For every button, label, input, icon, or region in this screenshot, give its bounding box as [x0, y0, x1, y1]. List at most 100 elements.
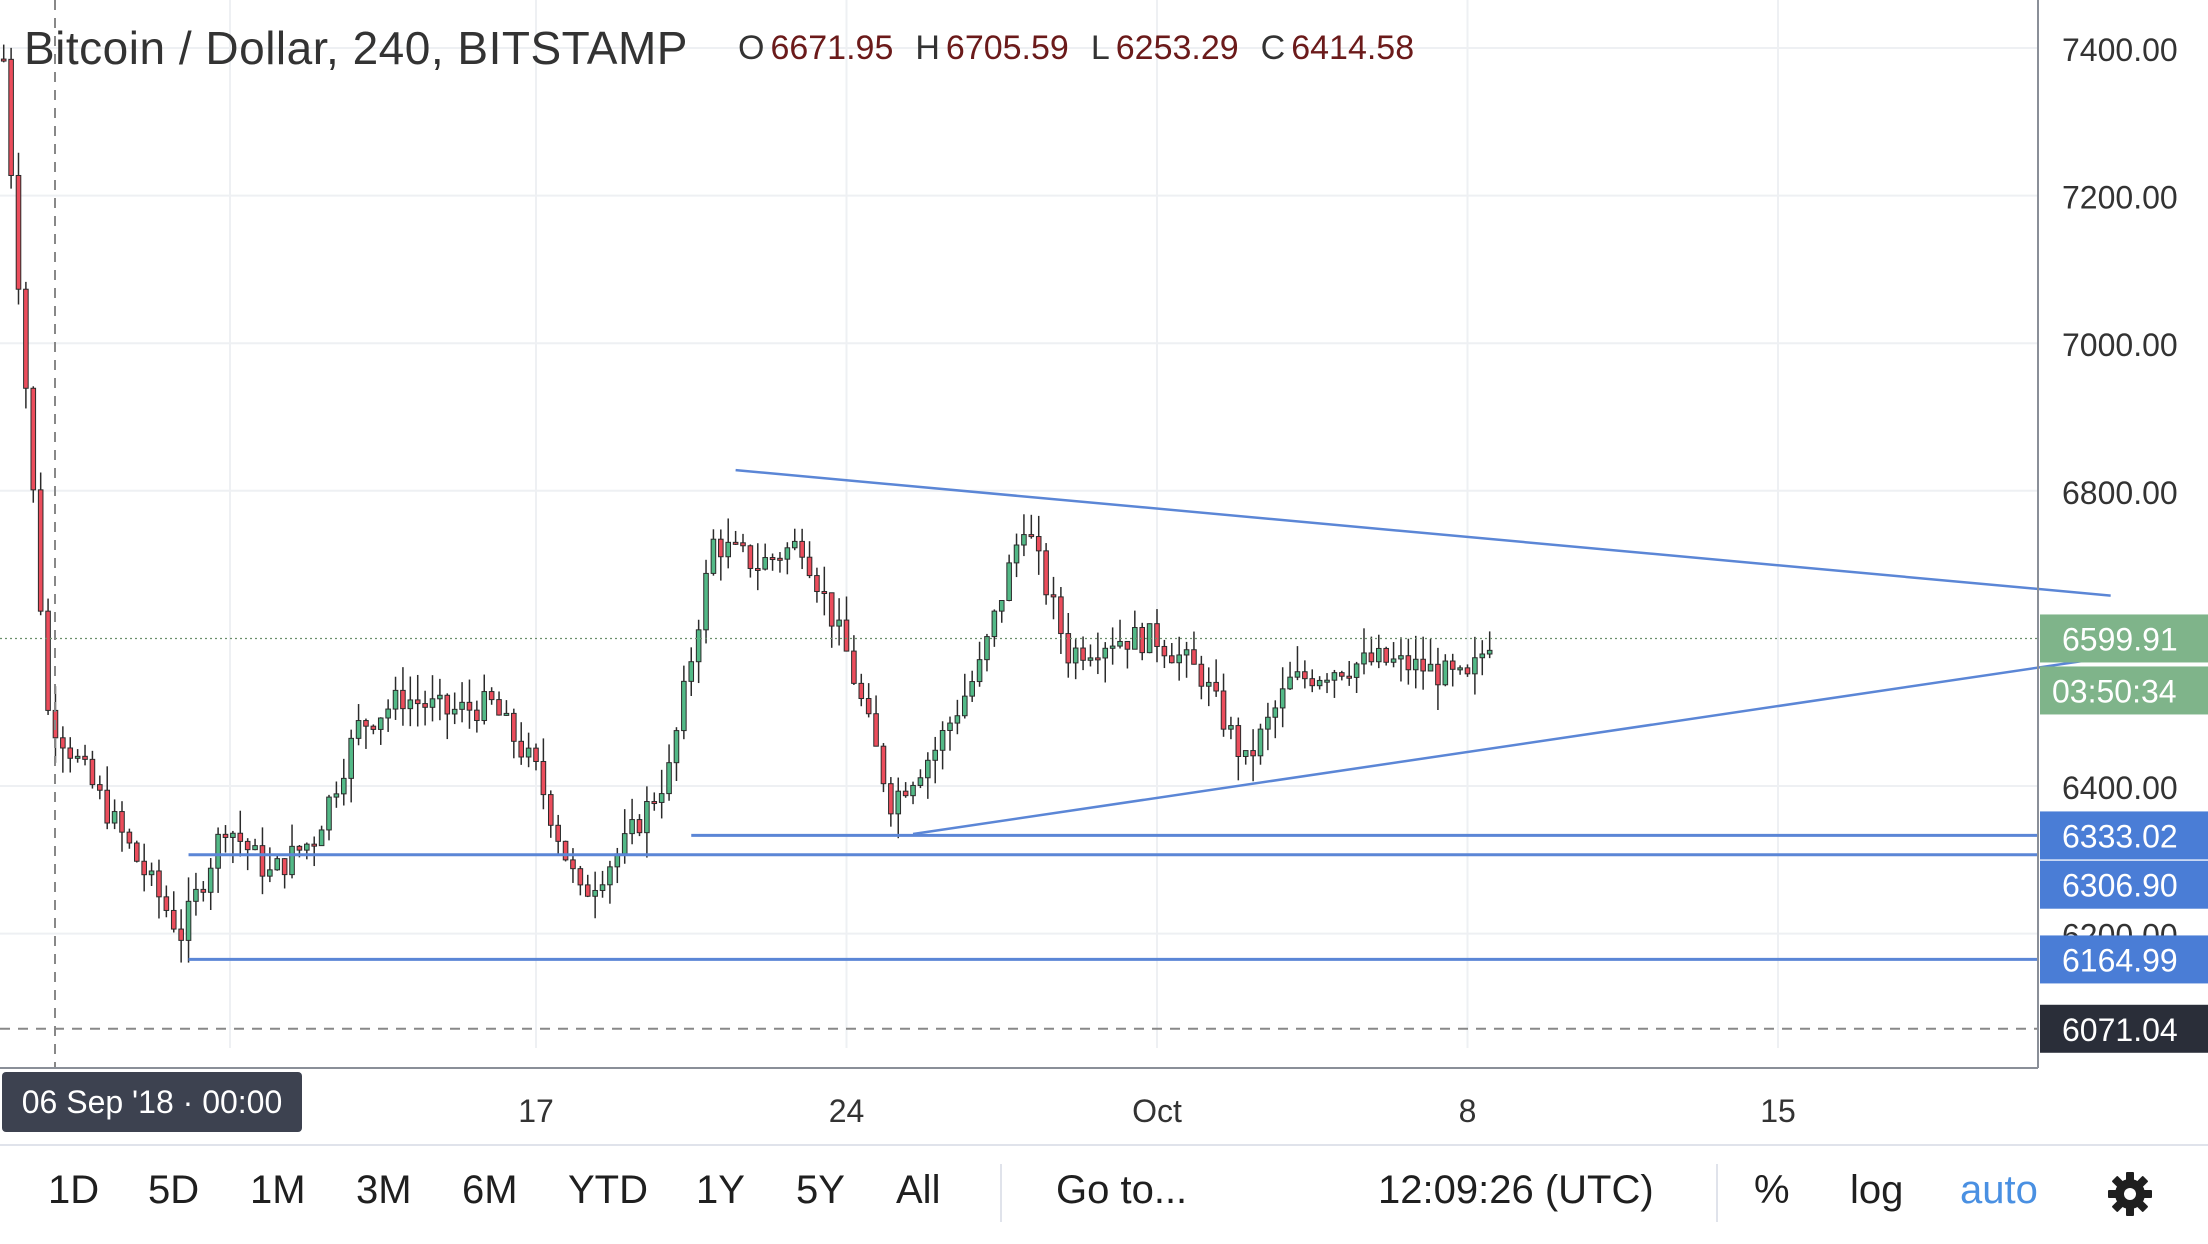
candle-body: [1250, 750, 1256, 757]
utc-clock[interactable]: 12:09:26 (UTC): [1378, 1168, 1654, 1212]
candle-body: [304, 843, 310, 851]
candle-body: [1191, 649, 1197, 665]
auto-scale-button[interactable]: auto: [1960, 1168, 2038, 1212]
log-scale-button[interactable]: log: [1850, 1168, 1904, 1212]
drawings-layer[interactable]: [0, 468, 2111, 961]
candle-body: [1272, 707, 1279, 718]
candle-body: [1279, 688, 1286, 709]
candle-body: [895, 790, 902, 815]
candle-body: [200, 888, 207, 893]
candle-body: [207, 867, 214, 893]
candle-body: [163, 896, 170, 911]
level-label: 6164.99: [2062, 942, 2178, 978]
candle-body: [318, 829, 325, 847]
range-all-button[interactable]: All: [896, 1168, 941, 1212]
gear-icon[interactable]: [2106, 1170, 2154, 1218]
candle-body: [23, 288, 29, 389]
range-1d-button[interactable]: 1D: [48, 1168, 100, 1212]
candle-body: [791, 540, 798, 549]
candle-body: [1021, 534, 1027, 546]
x-tick-label: Oct: [1132, 1093, 1182, 1129]
countdown-label-bg: [2040, 666, 2208, 715]
candle-body: [880, 745, 887, 785]
candle-body: [363, 720, 369, 727]
candle-body: [1302, 671, 1308, 680]
candle-body: [1346, 675, 1353, 679]
candle-body: [932, 749, 939, 761]
x-tick-label: 17: [518, 1093, 554, 1129]
candle-body: [1316, 679, 1323, 687]
candle-body: [799, 540, 805, 558]
candle-body: [89, 758, 96, 786]
candle-body: [681, 680, 687, 732]
range-3m-button[interactable]: 3M: [356, 1168, 412, 1212]
candle-body: [910, 784, 916, 797]
candle-body: [1139, 627, 1146, 654]
candle-body: [888, 783, 894, 815]
candle-body: [1013, 544, 1020, 564]
percent-scale-button[interactable]: %: [1754, 1168, 1790, 1212]
candle-body: [636, 819, 643, 834]
range-1y-button[interactable]: 1Y: [696, 1168, 745, 1212]
candle-body: [725, 541, 732, 558]
candle-body: [1449, 660, 1456, 670]
candle-body: [1324, 679, 1330, 683]
candle-body: [104, 789, 111, 824]
candle-body: [851, 650, 857, 684]
candle-body: [710, 538, 717, 574]
candle-body: [836, 619, 842, 627]
candle-body: [296, 845, 303, 851]
crosshair-date-label: 06 Sep '18 · 00:00: [22, 1084, 283, 1120]
price-chart[interactable]: 7400.007200.007000.006800.006400.006200.…: [0, 0, 2208, 1144]
candle-body: [119, 811, 125, 833]
candle-body: [1368, 652, 1375, 663]
candle-body: [1235, 725, 1242, 757]
candle-body: [1168, 655, 1175, 664]
candle-body: [518, 740, 525, 758]
candle-body: [15, 174, 22, 290]
candle-body: [747, 545, 754, 569]
candle-body: [1117, 640, 1123, 647]
go-to-button[interactable]: Go to...: [1056, 1168, 1188, 1212]
candle-body: [969, 681, 975, 697]
candle-body: [592, 889, 598, 897]
ohlc-low: L 6253.29: [1090, 28, 1239, 67]
range-5d-button[interactable]: 5D: [148, 1168, 200, 1212]
candle-body: [947, 722, 953, 731]
candle-body: [511, 712, 517, 742]
candle-body: [1242, 750, 1249, 757]
candle-body: [488, 691, 495, 701]
candle-body: [1390, 658, 1397, 663]
candle-body: [222, 833, 229, 838]
candle-body: [1205, 681, 1212, 687]
candle-body: [1464, 667, 1471, 675]
toolbar-divider: [1000, 1164, 1002, 1222]
candle-body: [577, 868, 584, 886]
candle-body: [991, 610, 998, 638]
range-5y-button[interactable]: 5Y: [796, 1168, 845, 1212]
candle-body: [185, 900, 192, 941]
candle-body: [732, 541, 739, 545]
candle-body: [1176, 654, 1182, 664]
candle-body: [917, 777, 924, 786]
crosshair: [0, 0, 2038, 1068]
candle-body: [148, 870, 155, 876]
candle-body: [451, 708, 458, 715]
candle-body: [1058, 596, 1064, 635]
candle-body: [1072, 647, 1079, 664]
crosshair-price-label: 6071.04: [2062, 1012, 2178, 1048]
candle-body: [703, 572, 709, 631]
range-1m-button[interactable]: 1M: [250, 1168, 306, 1212]
candle-body: [474, 709, 480, 722]
candle-body: [1065, 633, 1072, 664]
candle-body: [1257, 728, 1264, 757]
candle-body: [1331, 672, 1338, 681]
y-tick-label: 7400.00: [2062, 32, 2178, 68]
range-ytd-button[interactable]: YTD: [568, 1168, 648, 1212]
range-6m-button[interactable]: 6M: [462, 1168, 518, 1212]
candle-body: [414, 699, 421, 705]
candle-body: [74, 755, 81, 759]
candle-body: [902, 790, 909, 797]
candle-body: [673, 730, 680, 764]
symbol-title: Bitcoin / Dollar, 240, BITSTAMP: [24, 22, 688, 74]
